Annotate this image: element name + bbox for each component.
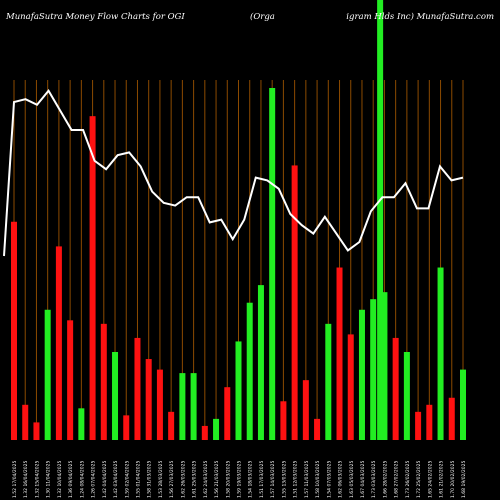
volume-bar	[179, 373, 186, 440]
volume-bar	[100, 323, 107, 440]
x-tick-label: 1.53 28/03/2025	[158, 460, 164, 498]
volume-bar	[145, 359, 152, 440]
x-tick-label: 1.59 19/03/2025	[237, 460, 243, 498]
x-tick-label: 1.56 21/03/2025	[214, 460, 220, 498]
volume-bar	[269, 88, 276, 440]
x-tick-label: 1.56 27/03/2025	[169, 460, 175, 498]
volume-bar	[403, 352, 410, 440]
volume-bar	[235, 341, 242, 440]
volume-bar	[33, 422, 40, 440]
volume-bar	[370, 299, 377, 440]
x-tick-label: 1.62 06/03/2025	[338, 460, 344, 498]
x-tick-label: 1.51 17/03/2025	[259, 460, 265, 498]
volume-bar	[415, 411, 422, 440]
volume-bar	[201, 425, 208, 440]
x-tick-label: 1.42 04/04/2025	[102, 460, 108, 498]
x-tick-label: 1.61 25/03/2025	[192, 460, 198, 498]
volume-bar	[246, 302, 253, 440]
volume-bar	[224, 387, 231, 440]
volume-bar	[392, 337, 399, 440]
volume-bar	[67, 320, 74, 440]
x-tick-label: 1.68 19/02/2025	[461, 460, 467, 498]
chart-title-symbol: (Orga	[250, 12, 275, 22]
volume-bar	[347, 334, 354, 440]
x-tick-label: 1.62 24/03/2025	[203, 460, 209, 498]
volume-bar	[213, 418, 220, 440]
x-tick-label: 1.42 03/04/2025	[113, 460, 119, 498]
volume-bar	[291, 165, 298, 440]
x-tick-label: 1.73 26/02/2025	[405, 460, 411, 498]
volume-bar	[314, 418, 321, 440]
volume-bars	[11, 0, 466, 440]
x-tick-label: 1.32 15/04/2025	[34, 460, 40, 498]
x-tick-label: 1.36 09/04/2025	[68, 460, 74, 498]
volume-bar	[302, 380, 309, 440]
volume-bar	[426, 404, 433, 440]
x-tick-label: 1.51 12/03/2025	[293, 460, 299, 498]
x-tick-label: 1.52 17/04/2025	[12, 460, 18, 498]
volume-bar	[134, 337, 141, 440]
x-tick-label: 1.54 18/03/2025	[248, 460, 254, 498]
x-tick-label: 1.65 24/02/2025	[427, 460, 433, 498]
volume-bar	[336, 267, 343, 440]
x-tick-label: 1.32 16/04/2025	[23, 460, 29, 498]
chart-title: MunafaSutra Money Flow Charts for OGI	[6, 12, 185, 22]
x-tick-label: 1.30 11/04/2025	[46, 460, 52, 498]
volume-bar	[123, 415, 130, 440]
volume-bar	[11, 221, 17, 440]
x-tick-label: 1.57 14/03/2025	[270, 460, 276, 498]
x-tick-label: 1.54 07/03/2025	[326, 460, 332, 498]
x-tick-label: 1.59 02/04/2025	[124, 460, 130, 498]
x-tick-label: 1.58 31/03/2025	[147, 460, 153, 498]
chart-title-site: igram Hlds Inc) MunafaSutra.com	[346, 12, 494, 22]
x-tick-label: 1.62 26/03/2025	[180, 460, 186, 498]
volume-bar	[168, 411, 175, 440]
x-tick-label: 1.26 07/04/2025	[91, 460, 97, 498]
x-tick-label: 1.70 20/02/2025	[450, 460, 456, 498]
x-tick-label: 1.58 10/03/2025	[315, 460, 321, 498]
x-tick-label: 1.58 20/03/2025	[225, 460, 231, 498]
x-tick-label: 1.63 05/03/2025	[349, 460, 355, 498]
x-tick-label: 1.55 01/04/2025	[135, 460, 141, 498]
volume-bar	[22, 404, 29, 440]
volume-bar	[190, 373, 197, 440]
price-line	[3, 89, 464, 257]
volume-bar	[381, 292, 388, 440]
x-tick-label: 1.24 08/04/2025	[79, 460, 85, 498]
volume-bar	[460, 369, 466, 440]
x-tick-label: 1.73 03/03/2025	[371, 460, 377, 498]
x-tick-label: 1.32 10/04/2025	[57, 460, 63, 498]
volume-bar	[156, 369, 163, 440]
volume-bar	[78, 408, 85, 440]
x-tick-label: 1.57 11/03/2025	[304, 460, 310, 498]
volume-bar	[448, 397, 455, 440]
volume-bar	[257, 285, 264, 440]
volume-bar	[325, 323, 332, 440]
volume-bar	[358, 309, 365, 440]
volume-bar	[280, 401, 287, 440]
volume-bar	[89, 116, 96, 440]
x-tick-label: 1.72 25/02/2025	[416, 460, 422, 498]
x-tick-label: 1.66 28/02/2025	[382, 460, 388, 498]
x-tick-label: 1.61 21/02/2025	[439, 460, 445, 498]
x-tick-label: 1.55 13/03/2025	[281, 460, 287, 498]
highlight-bar	[377, 0, 384, 440]
volume-bar	[112, 352, 119, 440]
x-tick-label: 1.67 04/03/2025	[360, 460, 366, 498]
volume-bar	[437, 267, 444, 440]
x-axis-labels: 1.52 17/04/2025 1.32 16/04/2025 1.32 15/04…	[12, 460, 467, 498]
x-tick-label: 1.68 27/02/2025	[394, 460, 400, 498]
volume-bar	[44, 309, 51, 440]
volume-bar	[55, 246, 62, 440]
